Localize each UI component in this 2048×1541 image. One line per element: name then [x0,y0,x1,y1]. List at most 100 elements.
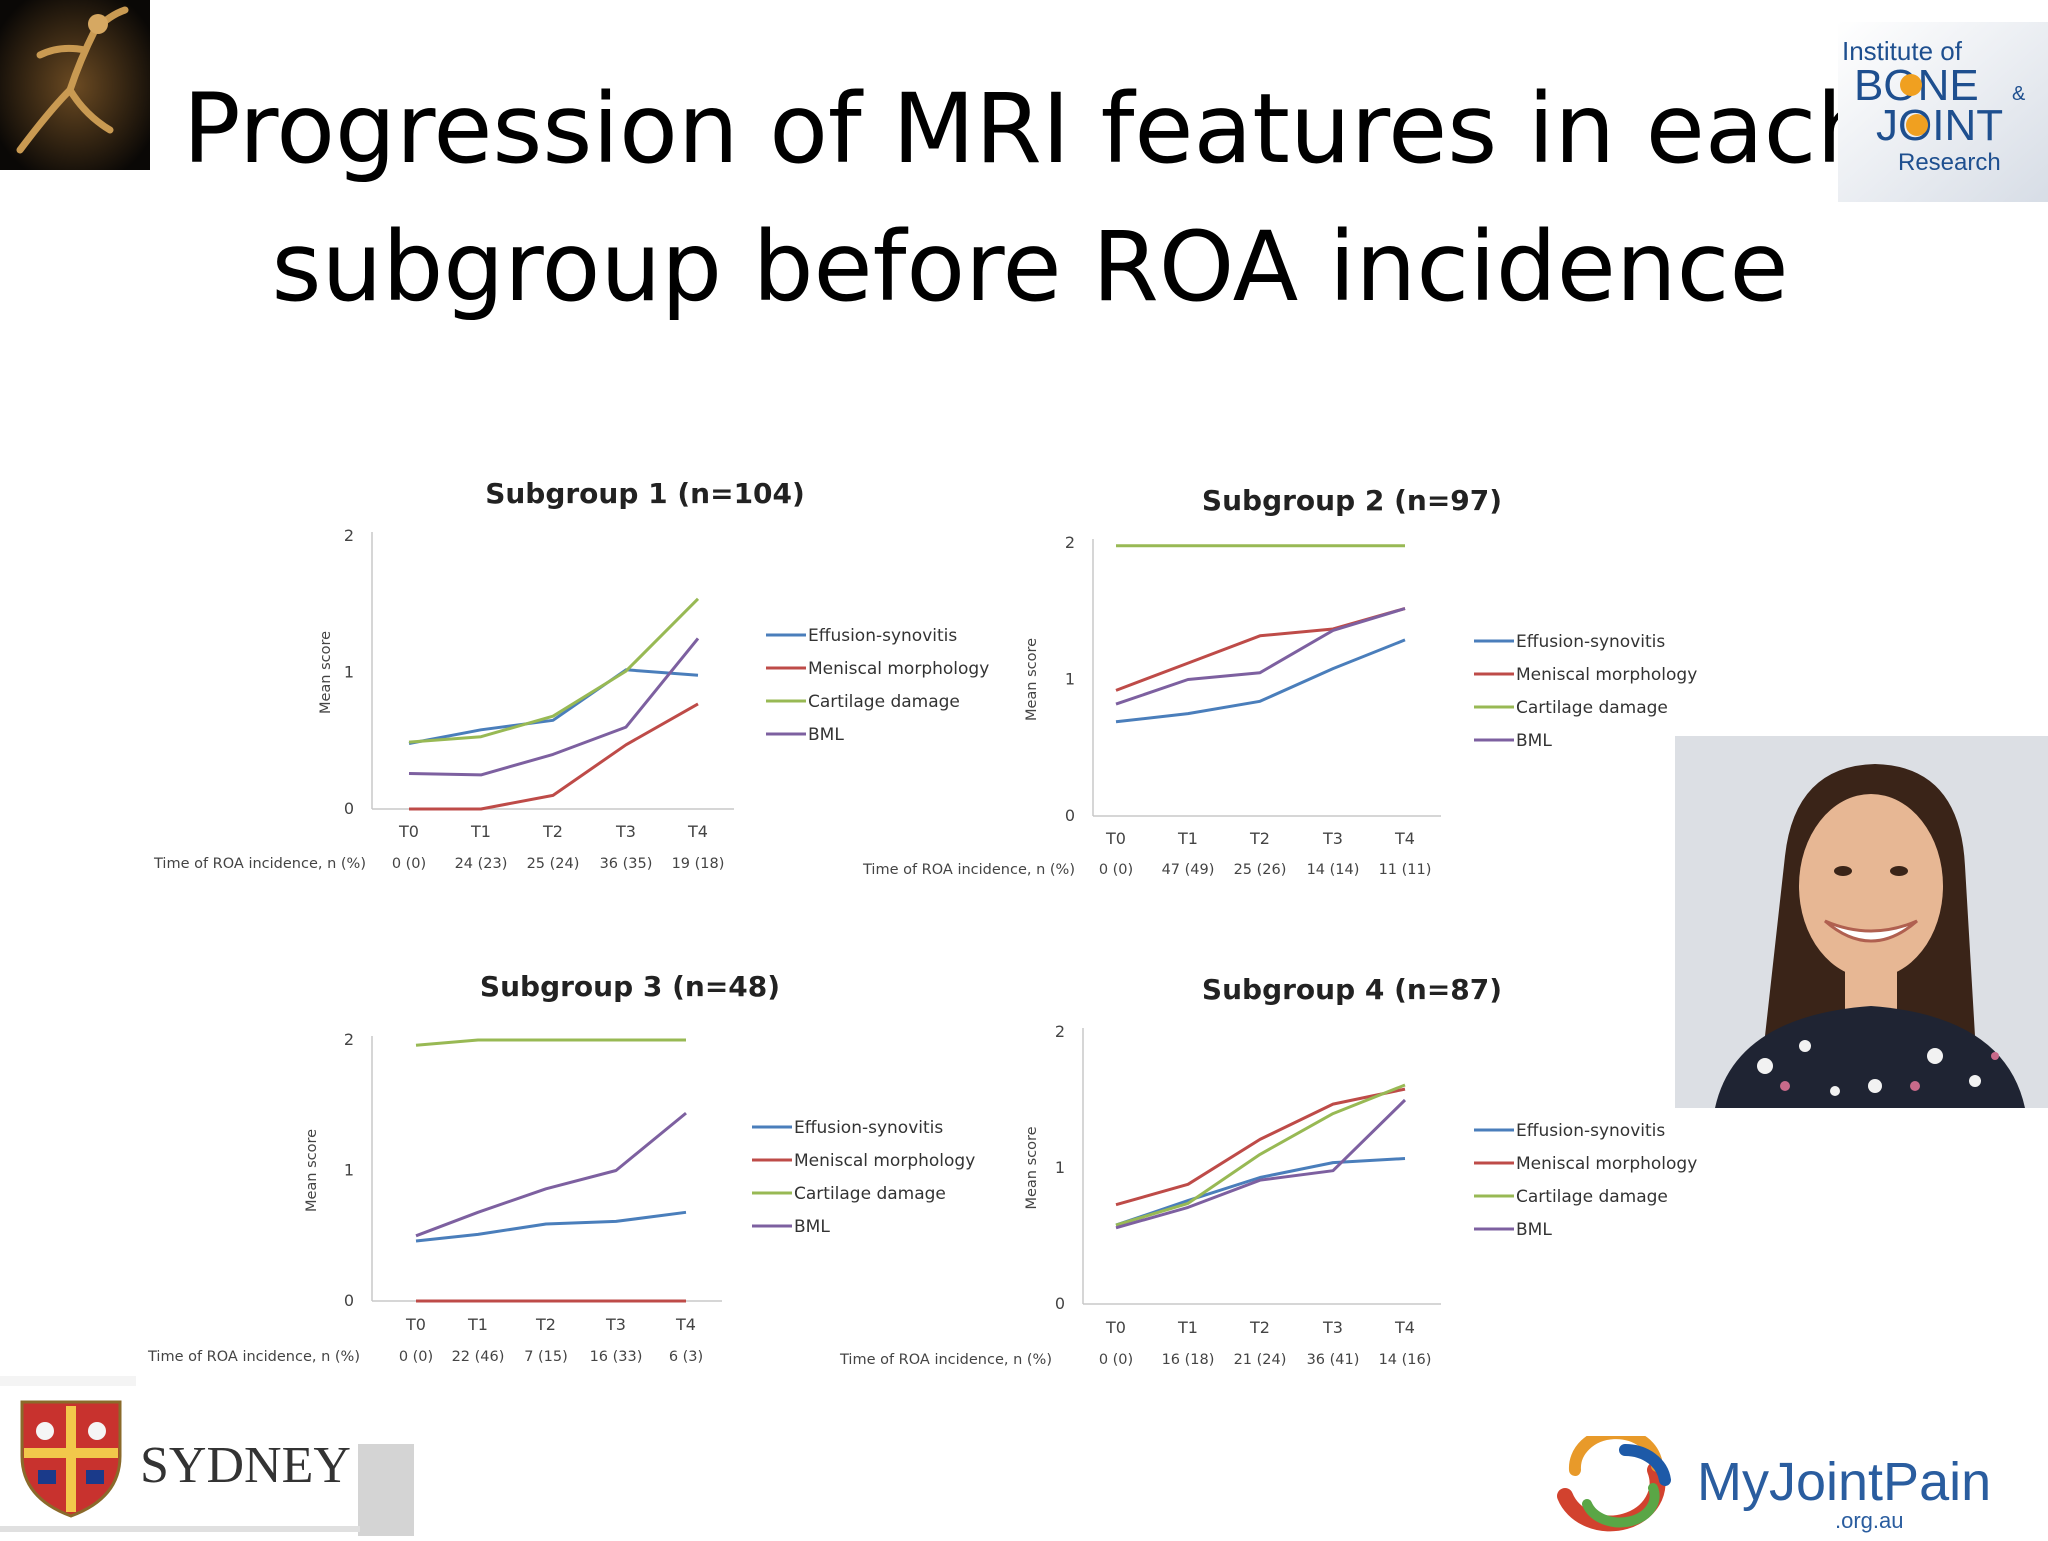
series-line-bml [408,637,700,777]
y-tick-label: 0 [1065,806,1075,825]
y-tick-label: 2 [344,1030,354,1049]
legend-label: Cartilage damage [1516,698,1668,718]
skeleton-figure-image [0,0,150,170]
incidence-value: 7 (15) [524,1349,568,1365]
incidence-value: 16 (33) [590,1349,643,1365]
x-tick-label: T4 [675,1315,696,1334]
incidence-row-label: Time of ROA incidence, n (%) [862,862,1075,878]
incidence-value: 24 (23) [455,856,508,872]
legend-label: Cartilage damage [794,1184,946,1204]
chart-subgroup-3: Subgroup 3 (n=48) 0 1 2 Mean score T0 T1 T2 T3 T4… [147,970,975,1365]
series-line-bml [1115,1098,1407,1230]
chart-subgroup-2: Subgroup 2 (n=97) 0 1 2 Mean score T0 T1 T2 T3 T4… [862,484,1697,878]
y-tick-label: 2 [1055,1022,1065,1041]
y-axis-label: Mean score [1024,1126,1040,1209]
x-tick-label: T0 [398,822,419,841]
presenter-photo [1675,736,2048,1108]
x-tick-label: T1 [470,822,491,841]
myjointpain-domain: .org.au [1835,1508,1904,1533]
incidence-value: 16 (18) [1162,1352,1215,1368]
chart-subgroup-1: Subgroup 1 (n=104) 0 1 2 Mean score T0 T1 T2 T3 T… [153,477,989,872]
ibjr-amp: & [2012,83,2026,105]
x-tick-label: T4 [687,822,708,841]
x-tick-label: T2 [535,1315,556,1334]
series-line-cartilage-damage [1115,1083,1406,1227]
x-tick-label: T3 [1322,1318,1343,1337]
ibjr-line1: Institute of [1842,36,1963,66]
x-tick-label: T1 [467,1315,488,1334]
legend-label: Cartilage damage [1516,1187,1668,1207]
y-tick-label: 0 [344,799,354,818]
incidence-value: 0 (0) [1099,862,1133,878]
x-tick-label: T0 [405,1315,426,1334]
x-tick-label: T2 [542,822,563,841]
y-axis-label: Mean score [304,1129,320,1212]
legend-label: Effusion-synovitis [794,1118,943,1138]
ibjr-dot-icon [1900,74,1922,96]
legend-label: BML [794,1217,830,1237]
x-tick-label: T2 [1249,829,1270,848]
incidence-value: 47 (49) [1162,862,1215,878]
y-axis-label: Mean score [318,631,334,714]
incidence-value: 0 (0) [399,1349,433,1365]
incidence-value: 36 (35) [600,856,653,872]
series-line-meniscal-morphology [1115,1087,1406,1207]
y-tick-label: 1 [1055,1158,1065,1177]
chart-subgroup-4: Subgroup 4 (n=87) 0 1 2 Mean score T0 T1 T2 T3 T4… [839,973,1697,1368]
series-line-effusion-synovitis [1115,1157,1406,1227]
incidence-value: 11 (11) [1379,862,1432,878]
incidence-row-label: Time of ROA incidence, n (%) [147,1349,360,1365]
y-tick-label: 2 [1065,533,1075,552]
x-tick-label: T3 [1322,829,1343,848]
legend-label: Cartilage damage [808,692,960,712]
x-tick-label: T3 [615,822,636,841]
x-tick-label: T4 [1394,1318,1415,1337]
y-tick-label: 0 [1055,1294,1065,1313]
incidence-value: 14 (14) [1307,862,1360,878]
ibjr-line3: JOINT [1876,101,2003,150]
y-tick-label: 2 [344,526,354,545]
series-line-cartilage-damage [415,1038,686,1047]
incidence-value: 6 (3) [669,1349,703,1365]
incidence-value: 19 (18) [672,856,725,872]
chart-title: Subgroup 3 (n=48) [480,970,780,1003]
x-tick-label: T0 [1105,1318,1126,1337]
ibjr-logo: Institute of BONE & JOINT Research [1838,22,2048,202]
legend-label: Effusion-synovitis [1516,632,1665,652]
legend-label: BML [808,725,844,745]
myjointpain-logo: MyJointPain .org.au [1535,1427,2015,1536]
legend-label: BML [1516,1220,1552,1240]
series-line-effusion-synovitis [1115,638,1406,724]
incidence-value: 0 (0) [392,856,426,872]
series-line-effusion-synovitis [408,668,699,745]
x-tick-label: T3 [605,1315,626,1334]
chart-title: Subgroup 1 (n=104) [485,477,805,510]
y-tick-label: 1 [344,663,354,682]
y-axis-label: Mean score [1024,638,1040,721]
incidence-value: 36 (41) [1307,1352,1360,1368]
incidence-value: 22 (46) [452,1349,505,1365]
sydney-wordmark: SYDNEY [140,1437,351,1494]
legend-label: Effusion-synovitis [1516,1121,1665,1141]
legend-label: Meniscal morphology [1516,1154,1697,1174]
incidence-row-label: Time of ROA incidence, n (%) [153,856,366,872]
ibjr-line4: Research [1898,149,2001,176]
incidence-value: 0 (0) [1099,1352,1133,1368]
incidence-value: 25 (24) [527,856,580,872]
sydney-logo: SYDNEY [0,1376,420,1536]
incidence-value: 14 (16) [1379,1352,1432,1368]
legend-label: BML [1516,731,1552,751]
x-tick-label: T1 [1177,1318,1198,1337]
legend-label: Meniscal morphology [808,659,989,679]
x-tick-label: T2 [1249,1318,1270,1337]
legend-label: Meniscal morphology [794,1151,975,1171]
chart-title: Subgroup 2 (n=97) [1202,484,1502,517]
incidence-value: 21 (24) [1234,1352,1287,1368]
incidence-value: 25 (26) [1234,862,1287,878]
y-tick-label: 0 [344,1291,354,1310]
y-tick-label: 1 [1065,670,1075,689]
x-tick-label: T1 [1177,829,1198,848]
series-line-effusion-synovitis [415,1210,687,1243]
series-line-bml [1115,607,1406,706]
series-line-cartilage-damage [408,597,700,744]
